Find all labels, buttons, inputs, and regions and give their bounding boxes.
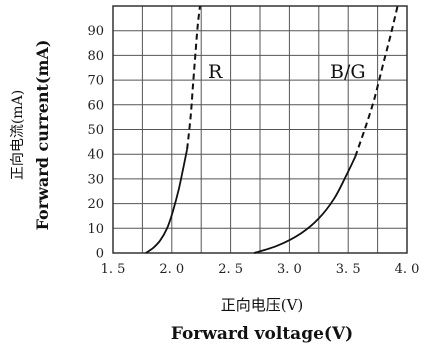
y-tick-label: 90 bbox=[87, 24, 104, 39]
x-tick-label: 3. 5 bbox=[336, 262, 361, 277]
x-axis-title-cn: 正向电压(V) bbox=[221, 296, 304, 314]
plot-frame bbox=[112, 5, 408, 254]
y-tick-label: 70 bbox=[87, 74, 104, 89]
y-tick-label: 20 bbox=[87, 197, 104, 212]
y-tick-labels: 0 10 20 30 40 50 60 70 80 90 bbox=[87, 24, 104, 261]
x-tick-label: 2. 5 bbox=[218, 262, 243, 277]
series-line-r-solid bbox=[145, 149, 188, 254]
y-tick-label: 40 bbox=[87, 148, 104, 163]
curves bbox=[145, 5, 399, 254]
y-tick-label: 60 bbox=[87, 98, 104, 113]
y-tick-label: 30 bbox=[87, 172, 104, 187]
grid bbox=[112, 5, 408, 254]
y-axis-title: Forward current(mA) bbox=[33, 40, 52, 231]
y-axis-title-cn: 正向电流(mA) bbox=[10, 90, 26, 180]
series-label-r: R bbox=[208, 61, 223, 83]
x-tick-label: 2. 0 bbox=[159, 262, 184, 277]
series-line-bg-solid bbox=[253, 156, 357, 254]
x-tick-label: 3. 0 bbox=[277, 262, 302, 277]
y-tick-label: 10 bbox=[87, 222, 104, 237]
x-axis-title: Forward voltage(V) bbox=[171, 324, 353, 344]
y-tick-label: 0 bbox=[96, 247, 104, 262]
x-tick-labels: 1. 5 2. 0 2. 5 3. 0 3. 5 4. 0 bbox=[101, 262, 420, 277]
x-tick-label: 4. 0 bbox=[395, 262, 420, 277]
series-label-bg: B/G bbox=[330, 61, 366, 83]
series-line-r-dashed bbox=[186, 5, 201, 150]
x-tick-label: 1. 5 bbox=[101, 262, 126, 277]
y-tick-label: 50 bbox=[87, 123, 104, 138]
y-tick-label: 80 bbox=[87, 49, 104, 64]
